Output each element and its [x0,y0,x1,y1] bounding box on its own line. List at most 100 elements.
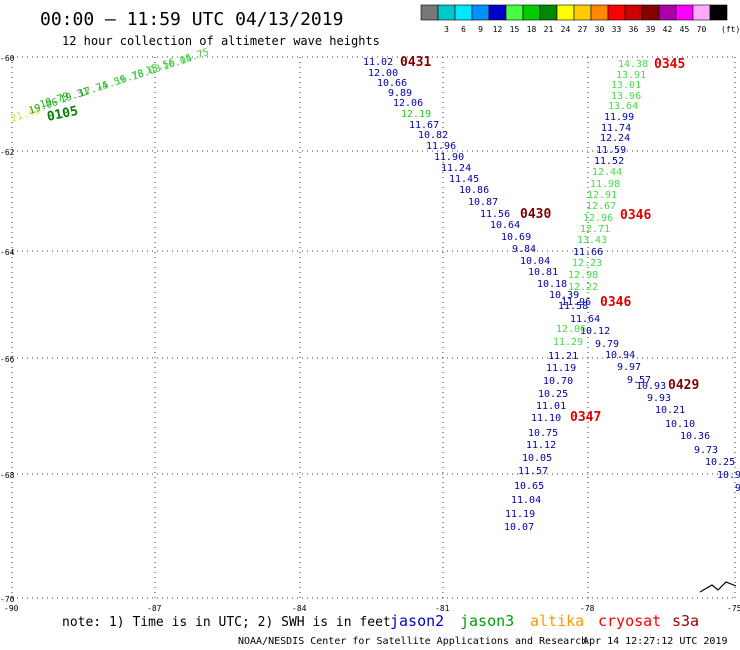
longitude-label: -90 [4,604,19,613]
wave-height-value: 12.67 [586,201,616,212]
wave-height-value: 12.98 [568,270,598,281]
legend-jason3: jason3 [460,612,514,630]
colorbar-swatch [692,4,711,21]
colorbar-swatch [556,4,575,21]
wave-height-value: 13.64 [608,101,638,112]
colorbar-tick-label: 45 [680,25,690,34]
pass-time-label: 0431 [400,55,431,70]
wave-height-value: 11.02 [363,57,393,68]
colorbar-swatch [471,4,490,21]
wave-height-value: 11.21 [548,351,578,362]
wave-height-value: 10.75 [528,428,558,439]
longitude-label: -87 [147,604,162,613]
wave-height-value: 11.96 [426,141,456,152]
wave-height-value: 10.94 [605,350,635,361]
colorbar-swatch [641,4,660,21]
wave-height-value: 9.84 [512,244,536,255]
colorbar-swatch [624,4,643,21]
wave-height-value: 13.01 [611,80,641,91]
colorbar-tick-label: 12 [493,25,503,34]
latitude-label: -60 [0,54,15,63]
legend-jason2: jason2 [390,612,444,630]
longitude-label: -84 [292,604,307,613]
wave-height-value: 10.07 [504,522,534,533]
coastline [699,581,737,593]
colorbar-swatch [658,4,677,21]
colorbar-tick-label: 9 [478,25,483,34]
units-note: note: 1) Time is in UTC; 2) SWH is in fe… [62,615,391,630]
wave-height-value: 11.29 [553,337,583,348]
wave-height-value: 10.05 [522,453,552,464]
colorbar-tick-label: 15 [510,25,520,34]
pass-time-label: 0429 [668,378,699,393]
colorbar-tick-label: 39 [646,25,656,34]
pass-time-label: 0430 [520,207,551,222]
colorbar-swatch [488,4,507,21]
colorbar-swatch [675,4,694,21]
colorbar-swatch [590,4,609,21]
colorbar-tick-label: 6 [461,25,466,34]
colorbar-tick-label: 3 [444,25,449,34]
pass-time-label: 0347 [570,410,601,425]
wave-height-value: 12.23 [572,258,602,269]
wave-height-value: 9.73 [694,445,718,456]
wave-height-value: 10.82 [418,130,448,141]
legend-altika: altika [530,612,584,630]
wave-height-value: 11.56 [480,209,510,220]
wave-height-value: 9.57 [627,375,651,386]
wave-height-value: 12.91 [587,190,617,201]
wave-height-value: 9 [735,483,740,494]
wave-height-value: 11.66 [573,247,603,258]
colorbar-tick-label: 21 [544,25,554,34]
colorbar-tick-label: 24 [561,25,571,34]
wave-height-value: 10.66 [377,78,407,89]
wave-height-value: 9.89 [388,88,412,99]
colorbar-swatch [505,4,524,21]
wave-height-value: 11.96 [561,297,591,308]
wave-height-value: 11.64 [570,314,600,325]
wave-height-value: 15.75 [179,47,211,67]
wave-height-value: 11.67 [409,120,439,131]
footer-credit: NOAA/NESDIS Center for Satellite Applica… [238,636,587,647]
wave-height-value: 12.00 [368,68,398,79]
wave-height-value: 12.24 [600,133,630,144]
pass-time-label: 0346 [620,208,651,223]
wave-height-value: 13.96 [611,91,641,102]
wave-height-value: 11.45 [449,174,479,185]
pass-time-label: 0345 [654,57,685,72]
wave-height-value: 11.24 [441,163,471,174]
colorbar-legend: 3 6 9 12 15 18 21 24 27 30 33 36 39 42 45 70 (ft) [420,4,740,34]
colorbar-tick-label: 30 [595,25,605,34]
wave-height-value: 11.10 [531,413,561,424]
pass-time-label: 0105 [46,104,80,125]
wave-height-value: 10.93 [636,381,666,392]
wave-height-value: 10.64 [490,220,520,231]
wave-height-value: 11.01 [536,401,566,412]
colorbar-swatch [437,4,456,21]
wave-height-value: 10.9 [717,470,740,481]
satellite-legend: jason2 jason3 altika cryosat s3a [390,612,699,630]
longitude-label: -75 [727,604,740,613]
colorbar-swatch [420,4,439,21]
wave-height-value: 10.70 [543,376,573,387]
wave-height-value: 11.19 [505,509,535,520]
wave-height-value: 10.25 [538,389,568,400]
wave-height-value: 10.65 [514,481,544,492]
wave-height-value: 11.52 [594,156,624,167]
colorbar-tick-label: 70 [697,25,707,34]
latitude-label: -70 [0,595,15,604]
wave-height-value: 12.71 [580,224,610,235]
wave-height-value: 11.57 [518,466,548,477]
wave-height-value: 11.58 [558,301,588,312]
wave-height-labels: 11.0212.0010.669.8912.0612.1911.6710.821… [10,47,740,533]
wave-height-value: 12.96 [583,213,613,224]
map-subtitle: 12 hour collection of altimeter wave hei… [62,34,380,48]
wave-height-value: 12.44 [592,167,622,178]
wave-height-value: 11.12 [526,440,556,451]
wave-height-value: 12.19 [401,109,431,120]
longitude-label: -78 [580,604,595,613]
wave-height-value: 10.21 [655,405,685,416]
colorbar-tick-label: 27 [578,25,588,34]
colorbar-tick-label: 33 [612,25,622,34]
colorbar-unit: (ft) [721,25,740,34]
